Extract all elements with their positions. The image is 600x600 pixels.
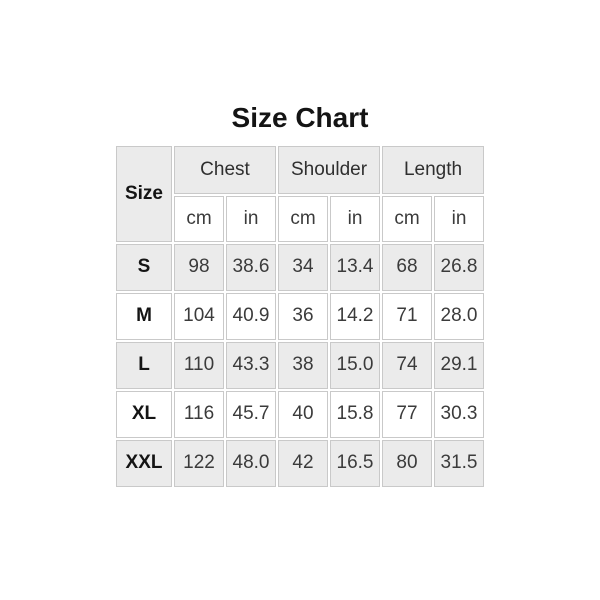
unit-header-chest-in: in (226, 195, 276, 242)
row-label: S (116, 243, 172, 291)
group-header-shoulder: Shoulder (278, 145, 380, 194)
cell-value: 68 (382, 243, 432, 291)
cell-value: 74 (382, 341, 432, 389)
group-header-chest: Chest (174, 145, 276, 194)
cell-value: 110 (174, 341, 224, 389)
table-row-m: M 104 40.9 36 14.2 71 28.0 (116, 292, 484, 340)
size-column-header: Size (116, 145, 172, 242)
cell-value: 30.3 (434, 390, 484, 438)
cell-value: 71 (382, 292, 432, 340)
cell-value: 116 (174, 390, 224, 438)
cell-value: 40.9 (226, 292, 276, 340)
cell-value: 29.1 (434, 341, 484, 389)
cell-value: 28.0 (434, 292, 484, 340)
cell-value: 42 (278, 439, 328, 487)
cell-value: 43.3 (226, 341, 276, 389)
cell-value: 14.2 (330, 292, 380, 340)
page-title: Size Chart (231, 102, 369, 133)
table-row-l: L 110 43.3 38 15.0 74 29.1 (116, 341, 484, 389)
cell-value: 36 (278, 292, 328, 340)
row-label: M (116, 292, 172, 340)
header-group-row: Size Chest Shoulder Length (116, 145, 484, 242)
cell-value: 15.0 (330, 341, 380, 389)
unit-header-length-cm: cm (382, 195, 432, 242)
cell-value: 38 (278, 341, 328, 389)
unit-header-length-in: in (434, 195, 484, 242)
table-row-xl: XL 116 45.7 40 15.8 77 30.3 (116, 390, 484, 438)
cell-value: 45.7 (226, 390, 276, 438)
cell-value: 31.5 (434, 439, 484, 487)
cell-value: 13.4 (330, 243, 380, 291)
row-label: XXL (116, 439, 172, 487)
cell-value: 38.6 (226, 243, 276, 291)
unit-header-shoulder-cm: cm (278, 195, 328, 242)
header-unit-row: cm in cm in cm in (116, 195, 484, 242)
unit-header-shoulder-in: in (330, 195, 380, 242)
row-label: XL (116, 390, 172, 438)
cell-value: 26.8 (434, 243, 484, 291)
cell-value: 34 (278, 243, 328, 291)
row-label: L (116, 341, 172, 389)
cell-value: 16.5 (330, 439, 380, 487)
cell-value: 48.0 (226, 439, 276, 487)
cell-value: 40 (278, 390, 328, 438)
cell-value: 80 (382, 439, 432, 487)
cell-value: 15.8 (330, 390, 380, 438)
size-chart-table: Size Chest Shoulder Length cm in cm in c… (114, 143, 486, 489)
unit-header-chest-cm: cm (174, 195, 224, 242)
cell-value: 77 (382, 390, 432, 438)
cell-value: 98 (174, 243, 224, 291)
table-row-s: S 98 38.6 34 13.4 68 26.8 (116, 243, 484, 291)
table-row-xxl: XXL 122 48.0 42 16.5 80 31.5 (116, 439, 484, 487)
cell-value: 122 (174, 439, 224, 487)
group-header-length: Length (382, 145, 484, 194)
cell-value: 104 (174, 292, 224, 340)
